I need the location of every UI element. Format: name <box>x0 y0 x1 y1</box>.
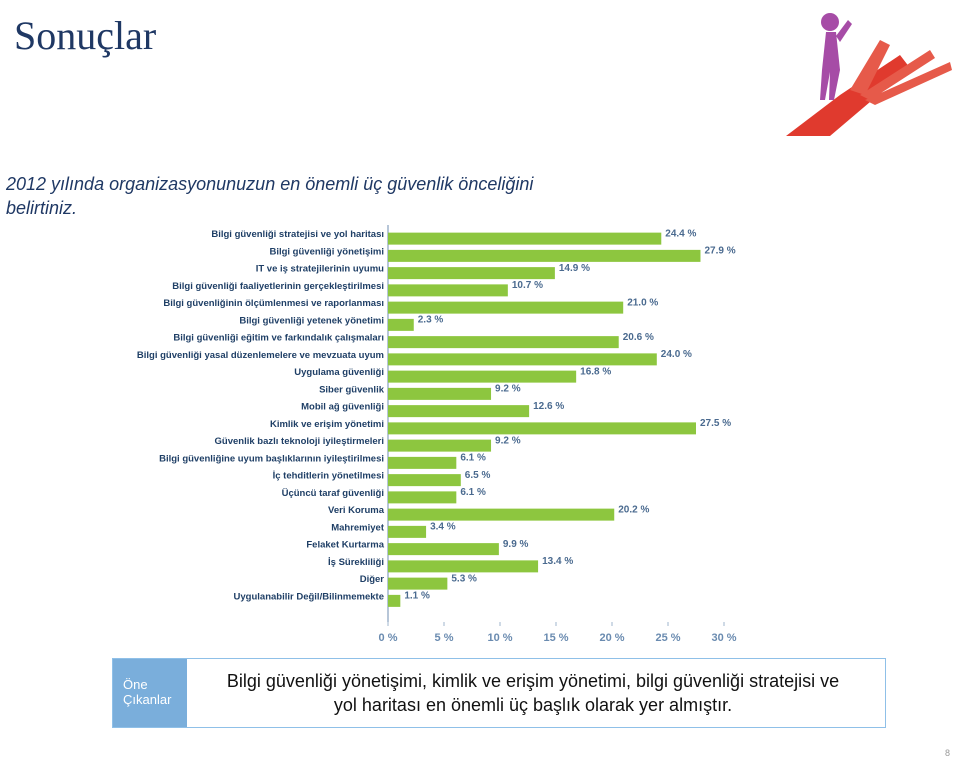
bar <box>388 301 624 314</box>
value-label: 6.1 % <box>460 453 486 464</box>
category-label: Diğer <box>360 574 385 585</box>
highlight-text: Bilgi güvenliği yönetişimi, kimlik ve er… <box>226 671 840 715</box>
value-label: 13.4 % <box>542 556 573 567</box>
category-label: Bilgi güvenliği faaliyetlerinin gerçekle… <box>172 281 384 292</box>
category-label: Bilgi güvenliği eğitim ve farkındalık ça… <box>173 333 384 344</box>
highlight-box: Öne Çıkanlar Bilgi güvenliği yönetişimi,… <box>112 658 886 728</box>
x-tick-label: 25 % <box>655 632 680 644</box>
value-label: 6.1 % <box>460 487 486 498</box>
value-label: 20.2 % <box>618 504 649 515</box>
category-label: Siber güvenlik <box>319 384 385 395</box>
category-label: İç tehditlerin yönetilmesi <box>273 471 384 482</box>
chart: 0 % 5 % 10 % 15 % 20 % 25 % 30 % Bilgi güvenliğ… <box>136 8 956 644</box>
value-label: 24.4 % <box>665 228 696 239</box>
value-label: 6.5 % <box>465 470 491 481</box>
value-label: 10.7 % <box>512 280 543 291</box>
category-label: Bilgi güvenliği yasal düzenlemelere ve m… <box>137 350 384 361</box>
category-label: Veri Koruma <box>328 505 385 516</box>
illustration <box>786 8 956 138</box>
value-label: 5.3 % <box>451 573 477 584</box>
category-label: Kimlik ve erişim yönetimi <box>270 419 384 430</box>
category-label: Bilgi güvenliği yetenek yönetimi <box>239 315 384 326</box>
x-tick-label: 20 % <box>599 632 624 644</box>
category-label: Uygulanabilir Değil/Bilinmemekte <box>234 591 384 602</box>
value-label: 9.2 % <box>495 384 521 395</box>
value-label: 9.2 % <box>495 435 521 446</box>
category-label: İş Sürekliliği <box>328 557 384 568</box>
bar <box>388 336 619 349</box>
question: 2012 yılında organizasyonunuzun en öneml… <box>6 174 534 218</box>
bar <box>388 267 555 280</box>
category-label: Üçüncü taraf güvenliği <box>282 488 384 499</box>
x-tick-label: 15 % <box>543 632 568 644</box>
category-label: Felaket Kurtarma <box>306 540 384 551</box>
value-label: 1.1 % <box>404 591 430 602</box>
bar <box>388 491 457 504</box>
bar <box>388 508 615 521</box>
highlight-label: Öne Çıkanlar <box>113 659 187 727</box>
bar <box>388 439 492 452</box>
category-label: Bilgi güvenliğine uyum başlıklarının iyi… <box>159 453 384 464</box>
bar <box>388 594 401 607</box>
x-tick-label: 10 % <box>487 632 512 644</box>
bar <box>388 353 657 366</box>
bar <box>388 543 499 556</box>
category-label: Mobil ağ güvenliği <box>301 402 384 413</box>
x-tick-label: 5 % <box>435 632 454 644</box>
bar <box>388 370 577 383</box>
bar <box>388 474 461 487</box>
bar <box>388 284 508 297</box>
value-label: 21.0 % <box>627 297 658 308</box>
value-label: 16.8 % <box>580 366 611 377</box>
bar <box>388 456 457 469</box>
value-label: 14.9 % <box>559 263 590 274</box>
value-label: 3.4 % <box>430 522 456 533</box>
value-label: 20.6 % <box>623 332 654 343</box>
bar <box>388 232 662 245</box>
bar <box>388 422 696 435</box>
value-label: 24.0 % <box>661 349 692 360</box>
category-label: Mahremiyet <box>331 522 385 533</box>
slide-title: Sonuçlar <box>14 13 157 58</box>
category-label: Uygulama güvenliği <box>294 367 384 378</box>
bar <box>388 318 414 331</box>
value-label: 27.5 % <box>700 418 731 429</box>
bar <box>388 577 448 590</box>
bar <box>388 249 701 262</box>
category-label: IT ve iş stratejilerinin uyumu <box>256 264 384 275</box>
value-label: 27.9 % <box>704 246 735 257</box>
value-label: 12.6 % <box>533 401 564 412</box>
bar <box>388 405 530 418</box>
value-label: 9.9 % <box>503 539 529 550</box>
bar <box>388 525 427 538</box>
page-number: 8 <box>944 748 950 758</box>
bar <box>388 387 492 400</box>
x-tick-label: 0 % <box>379 632 398 644</box>
category-label: Güvenlik bazlı teknoloji iyileştirmeleri <box>215 436 384 447</box>
category-label: Bilgi güvenliğinin ölçümlenmesi ve rapor… <box>163 298 384 309</box>
category-label: Bilgi güvenliği stratejisi ve yol harita… <box>211 229 384 240</box>
bar <box>388 560 539 573</box>
category-label: Bilgi güvenliği yönetişimi <box>269 246 384 257</box>
x-tick-label: 30 % <box>711 632 736 644</box>
value-label: 2.3 % <box>418 315 444 326</box>
